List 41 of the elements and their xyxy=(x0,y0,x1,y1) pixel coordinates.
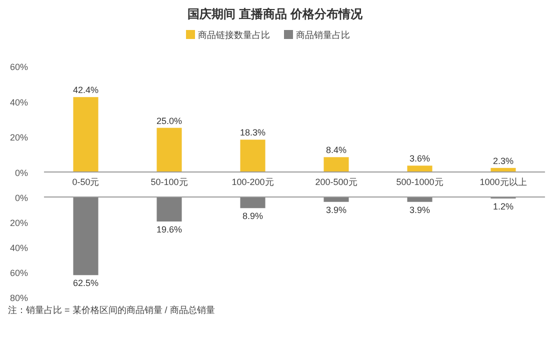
bar xyxy=(240,140,266,172)
bar xyxy=(324,197,349,202)
bar xyxy=(156,197,182,222)
data-label: 25.0% xyxy=(156,116,182,126)
x-tick-label: 100-200元 xyxy=(232,177,274,187)
data-label: 3.9% xyxy=(326,204,347,215)
data-label: 18.3% xyxy=(240,128,266,138)
legend-label: 商品链接数量占比 xyxy=(198,30,270,40)
y-tick-label: 40% xyxy=(10,97,28,108)
data-label: 2.3% xyxy=(492,156,514,166)
bar xyxy=(407,197,432,202)
y-tick-label: 60% xyxy=(10,62,28,72)
chart-title: 国庆期间 直播商品 价格分布情况 xyxy=(188,7,364,21)
y-tick-label: 0% xyxy=(14,193,28,203)
bar xyxy=(73,197,98,276)
text: 注：销量占比 = 某价格区间的商品销量 / 商品总销量 xyxy=(8,305,215,315)
y-tick-label: 0% xyxy=(14,168,28,178)
x-tick-label: 500-1000元 xyxy=(396,177,444,187)
x-tick-label: 1000元以上 xyxy=(480,177,527,187)
data-label: 8.4% xyxy=(326,145,347,156)
bar xyxy=(407,166,432,172)
y-tick-label: 80% xyxy=(10,293,28,303)
data-label: 42.4% xyxy=(72,85,99,96)
x-tick-label: 200-500元 xyxy=(315,177,358,187)
data-label: 1.2% xyxy=(492,202,514,212)
data-label: 62.5% xyxy=(72,278,99,288)
x-tick-label: 0-50元 xyxy=(72,177,100,187)
bar xyxy=(240,197,266,208)
y-tick-label: 60% xyxy=(10,268,28,278)
bar xyxy=(156,128,182,172)
y-tick-label: 40% xyxy=(10,243,28,253)
y-tick-label: 20% xyxy=(10,132,28,143)
data-label: 3.6% xyxy=(409,154,430,164)
y-tick-label: 20% xyxy=(10,218,28,228)
x-tick-label: 50-100元 xyxy=(150,177,188,187)
data-label: 19.6% xyxy=(156,224,182,234)
bar xyxy=(73,97,98,172)
bar xyxy=(324,157,349,172)
data-label: 3.9% xyxy=(409,204,430,215)
legend-label: 商品销量占比 xyxy=(296,30,350,40)
data-label: 8.9% xyxy=(242,211,264,222)
